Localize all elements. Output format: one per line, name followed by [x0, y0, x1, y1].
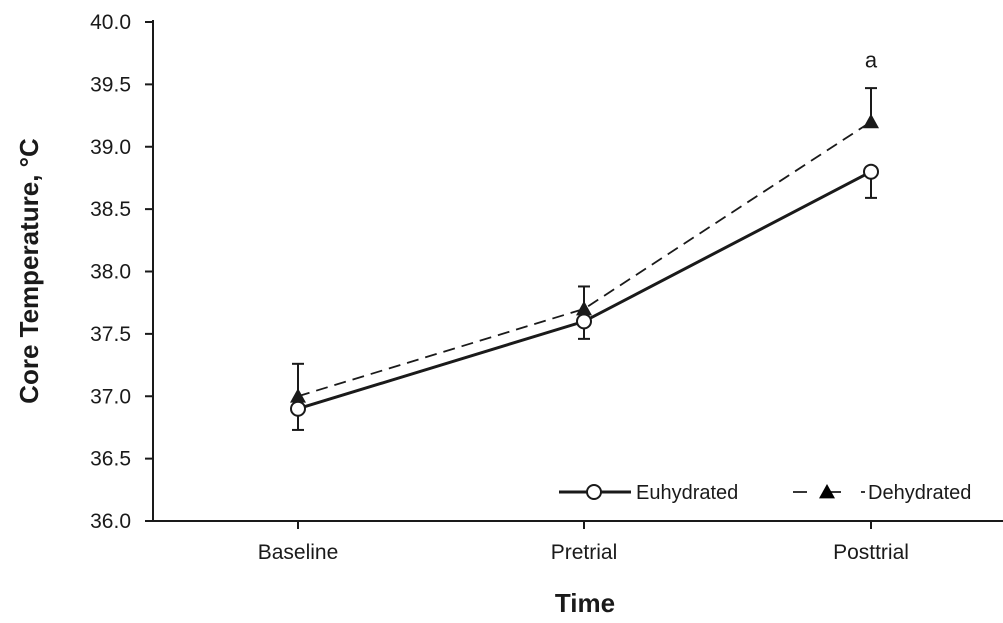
y-axis-title: Core Temperature, °C	[14, 138, 44, 404]
data-point-dehydrated	[290, 388, 306, 403]
legend-marker-dehydrated	[819, 484, 835, 499]
data-point-euhydrated	[290, 400, 306, 417]
y-tick-label: 38.5	[90, 198, 131, 221]
x-tick-label: Pretrial	[551, 541, 618, 564]
series-line-dehydrated	[297, 121, 872, 398]
legend-label-dehydrated: Dehydrated	[868, 482, 971, 504]
axes	[152, 20, 1003, 522]
x-tick-label: Posttrial	[833, 541, 909, 564]
y-tick-label: 37.5	[90, 323, 131, 346]
error-bars	[292, 87, 877, 431]
series-lines	[297, 121, 872, 411]
legend-label-euhydrated: Euhydrated	[636, 482, 738, 504]
data-point-euhydrated	[576, 313, 592, 330]
legend: Euhydrated Dehydrated	[559, 482, 971, 504]
y-tick-label: 39.5	[90, 73, 131, 96]
y-tick-label: 36.5	[90, 448, 131, 471]
y-tick-label: 37.0	[90, 385, 131, 408]
x-axis-title: Time	[555, 588, 615, 618]
legend-marker-euhydrated	[586, 484, 602, 500]
x-ticks: Baseline Pretrial Posttrial	[258, 521, 909, 564]
y-tick-label: 36.0	[90, 510, 131, 533]
data-point-dehydrated	[576, 300, 592, 316]
y-tick-label: 40.0	[90, 11, 131, 34]
y-tick-label: 39.0	[90, 136, 131, 159]
data-point-euhydrated	[863, 163, 879, 180]
data-point-dehydrated	[863, 113, 879, 129]
x-tick-label: Baseline	[258, 541, 339, 564]
y-tick-label: 38.0	[90, 261, 131, 284]
significance-annotation: a	[865, 47, 878, 72]
y-ticks: 36.0 36.5 37.0 37.5 38.0 38.5 39.0 39.5 40.0	[90, 11, 153, 533]
series-markers	[290, 113, 879, 417]
annotations: a	[865, 47, 878, 72]
